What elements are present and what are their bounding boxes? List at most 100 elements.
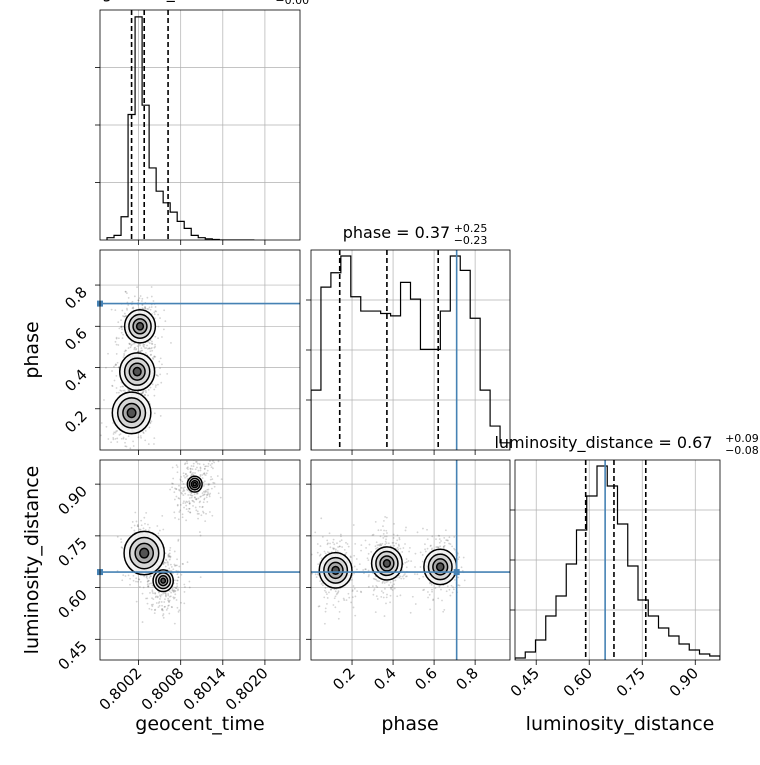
sample-point xyxy=(121,337,124,340)
sample-point xyxy=(195,461,198,463)
sample-point xyxy=(319,580,321,583)
sample-point xyxy=(173,579,176,582)
sample-point xyxy=(124,349,127,352)
sample-point xyxy=(197,512,200,515)
sample-point xyxy=(123,350,126,353)
sample-point xyxy=(396,595,399,598)
sample-point xyxy=(384,535,386,538)
sample-point xyxy=(153,355,156,358)
sample-point xyxy=(154,608,157,611)
sample-point xyxy=(152,300,155,302)
sample-point xyxy=(432,599,434,602)
sample-point xyxy=(154,386,157,388)
sample-point xyxy=(172,482,174,485)
sample-point xyxy=(164,565,167,568)
sample-point xyxy=(334,590,337,593)
sample-point xyxy=(437,597,440,600)
sample-point xyxy=(367,552,370,555)
sample-point xyxy=(364,539,367,542)
sample-point xyxy=(153,412,156,415)
sample-point xyxy=(173,550,176,553)
sample-point xyxy=(354,614,357,617)
sample-point xyxy=(175,587,177,590)
sample-point xyxy=(159,373,162,376)
sample-point xyxy=(164,592,166,595)
sample-point xyxy=(208,483,211,486)
sample-point xyxy=(131,343,133,346)
sample-point xyxy=(120,325,123,328)
sample-point xyxy=(131,521,134,523)
sample-point xyxy=(158,591,160,594)
sample-point xyxy=(188,458,190,460)
joint-content xyxy=(116,441,223,625)
sample-point xyxy=(365,547,367,549)
sample-point xyxy=(192,465,195,468)
sample-point xyxy=(122,389,125,392)
sample-point xyxy=(187,468,189,471)
sample-point xyxy=(202,484,205,487)
sample-point xyxy=(145,347,148,349)
sample-point xyxy=(189,493,192,496)
sample-point xyxy=(174,517,176,519)
sample-point xyxy=(320,517,323,520)
sample-point xyxy=(186,501,189,504)
sample-point xyxy=(151,357,154,359)
sample-point xyxy=(114,437,117,440)
sample-point xyxy=(392,579,395,582)
sample-point xyxy=(162,592,165,595)
sample-point xyxy=(374,545,377,548)
sample-point xyxy=(163,601,166,603)
sample-point xyxy=(326,539,329,542)
sample-point xyxy=(199,441,201,443)
sample-point xyxy=(364,568,367,571)
sample-point xyxy=(176,504,179,507)
sample-point xyxy=(107,352,109,355)
sample-point xyxy=(393,544,396,547)
sample-point xyxy=(131,300,134,303)
sample-point xyxy=(144,347,146,350)
sample-point xyxy=(197,469,200,472)
sample-point xyxy=(142,586,145,589)
sample-point xyxy=(317,605,320,608)
sample-point xyxy=(180,573,183,576)
sample-point xyxy=(351,579,353,581)
sample-point xyxy=(121,309,124,312)
sample-point xyxy=(183,506,185,509)
sample-point xyxy=(323,550,326,553)
sample-point xyxy=(439,545,442,548)
sample-point xyxy=(141,392,144,394)
sample-point xyxy=(396,539,399,542)
sample-point xyxy=(169,556,172,559)
sample-point xyxy=(176,466,179,468)
sample-point xyxy=(381,542,384,545)
sample-point xyxy=(189,471,192,474)
sample-point xyxy=(138,343,141,346)
sample-point xyxy=(430,548,433,551)
sample-point xyxy=(335,593,338,596)
sample-point xyxy=(133,348,136,351)
sample-point xyxy=(177,539,180,542)
hist-title: luminosity_distance = 0.67 xyxy=(494,433,712,453)
sample-point xyxy=(453,536,456,538)
sample-point xyxy=(368,574,370,576)
sample-point xyxy=(315,576,318,578)
sample-point xyxy=(176,582,178,585)
sample-point xyxy=(389,586,392,589)
sample-point xyxy=(213,485,216,488)
sample-point xyxy=(176,585,179,588)
sample-point xyxy=(153,609,156,611)
sample-point xyxy=(153,612,156,615)
panel-frame xyxy=(99,249,301,451)
sample-point xyxy=(405,575,408,578)
sample-point xyxy=(168,599,171,602)
sample-point xyxy=(200,495,202,498)
sample-point xyxy=(461,569,464,572)
sample-point xyxy=(141,349,144,352)
sample-point xyxy=(172,591,175,593)
sample-point xyxy=(164,598,166,601)
sample-point xyxy=(138,297,141,300)
sample-point xyxy=(181,513,184,516)
sample-point xyxy=(398,544,400,547)
sample-point xyxy=(167,562,169,564)
sample-point xyxy=(184,502,187,504)
